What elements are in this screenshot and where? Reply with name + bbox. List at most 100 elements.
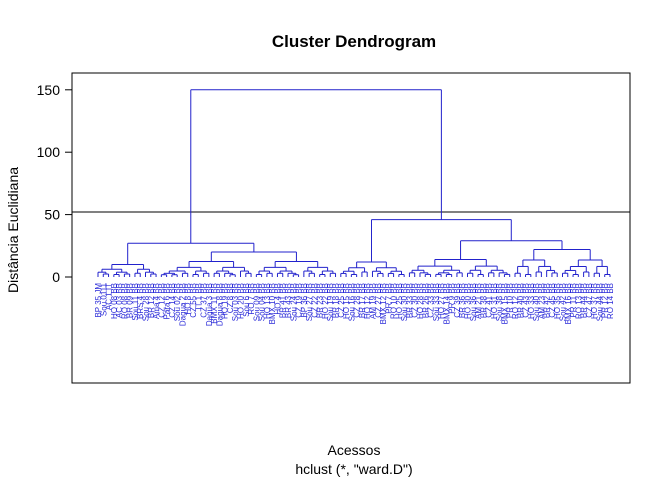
leaf-label: Sou 02 BB — [173, 283, 182, 321]
dendrogram-tree — [97, 89, 611, 277]
leaf-label: AC 1 IT — [105, 283, 114, 310]
leaf-label: Sou 24 BB — [289, 283, 298, 321]
leaf-label: Para 6 BB — [163, 283, 172, 319]
leaf-label: Sou 36 BB — [469, 283, 478, 321]
leaf-label: Dagua 3 BB — [205, 283, 214, 326]
leaf-label: BP 36 BB — [300, 283, 309, 318]
leaf-label: AM 23 BB — [537, 283, 546, 319]
leaf-label: BMX 12 BB — [379, 283, 388, 324]
leaf-label: Sou 03 BB — [231, 283, 240, 321]
leaf-label: PR 10 BB — [506, 283, 515, 318]
leaf-label: BR 42 BB — [543, 283, 552, 318]
leaf-label: HO 25 BB — [395, 283, 404, 319]
leaf-label: PR 7 BB — [384, 283, 393, 314]
leaf-label: Sou 44 BB — [595, 283, 604, 321]
leaf-label: Sou 11 BB — [131, 283, 140, 321]
leaf-label: PR 11 BB — [569, 283, 578, 318]
leaf-label: BR 09 BB — [126, 283, 135, 318]
leaf-label: HO 12 BB — [363, 283, 372, 319]
y-tick-label: 50 — [44, 207, 60, 223]
leaf-label: HO 35 BB — [553, 283, 562, 319]
leaf-label: PR 12 BB — [601, 283, 610, 318]
leaf-label: CZ 45 BB — [548, 283, 557, 318]
leaf-label: CZ 27 BB — [374, 283, 383, 318]
leaf-label: Sou 16 BB — [347, 283, 356, 321]
leaf-label: CZ 22 BB — [310, 283, 319, 318]
leaf-label: CZ 30 BB — [411, 283, 420, 318]
y-tick-label: 0 — [52, 269, 60, 285]
leaf-label: CZ 55 BB — [189, 283, 198, 318]
leaf-label: BR 12 BB — [147, 283, 156, 318]
leaf-label: CZ 47 BB — [585, 283, 594, 318]
leaf-label: HO 20 BB — [237, 283, 246, 319]
leaf-label: Sou 40 BB — [532, 283, 541, 321]
leaf-label: HO 30 BB — [463, 283, 472, 319]
leaf-label: Sou 0111 — [99, 282, 108, 316]
leaf-label: CZ 12 BB — [157, 283, 166, 318]
leaf-label: RO 10 BB — [390, 283, 399, 319]
leaf-label: PR 9 BB — [448, 283, 457, 314]
y-axis-label: Distância Euclidiana — [5, 167, 21, 293]
leaf-label: AC 03 BB — [115, 283, 124, 318]
leaf-label: RO 12 BB — [511, 283, 520, 319]
leaf-label: Sou 09 BB — [252, 283, 261, 321]
plot-frame — [71, 72, 631, 384]
leaf-label: BMX 15 BB — [500, 283, 509, 324]
leaf-label: Sou 33 BB — [432, 283, 441, 321]
leaf-label: Sou 28 BB — [142, 283, 151, 321]
leaf-label: BR 36 BB — [458, 283, 467, 318]
leaf-label: HO 13 BB — [263, 283, 272, 319]
leaf-label: Sou 27 BB — [305, 283, 314, 321]
leaf-label: CZ 8 BB — [226, 283, 235, 313]
leaf-label: CZ 33 BB — [427, 283, 436, 318]
leaf-label: HO 31 BB — [490, 283, 499, 319]
leaf-label: BMX 14 BB — [442, 283, 451, 324]
leaf-label: BR 26 BB — [421, 283, 430, 318]
leaf-label: HO 37 BB — [590, 283, 599, 319]
y-tick-label: 150 — [37, 82, 61, 98]
leaf-label: Sou 30 BB — [400, 283, 409, 321]
x-axis-sublabel: hclust (*, "ward.D") — [295, 461, 412, 477]
leaf-label: BRS 4 BB — [136, 283, 145, 319]
y-tick-label: 100 — [37, 144, 61, 160]
leaf-label: AM 21 BB — [474, 283, 483, 319]
leaf-label: RO 7 BB — [247, 283, 256, 315]
leaf-label: BP 35 JM — [94, 283, 103, 318]
leaf-label: Sou 19 BB — [326, 283, 335, 321]
leaf-label: RO 14 BB — [606, 283, 615, 319]
leaf-label: Sou 6 BB — [242, 283, 251, 317]
leaf-label: HO 8 BB — [184, 283, 193, 315]
leaf-label: BMX 10 BB — [268, 283, 277, 324]
leaf-label: HO 27 BB — [437, 283, 446, 319]
leaf-label: AM 19 BB — [368, 283, 377, 319]
leaf-label: HO 33 BB — [527, 283, 536, 319]
leaf-label: BR 38 BB — [479, 283, 488, 318]
leaf-label: HO 22 BB — [321, 283, 330, 319]
leaf-label: Sou 04 BB — [258, 283, 267, 321]
leaf-label: BR 33 BB — [405, 283, 414, 318]
leaf-label: CZ 25 BB — [337, 283, 346, 318]
leaf-label: BR 44 BB — [580, 283, 589, 318]
x-axis-label: Acessos — [328, 442, 381, 458]
leaf-label: BR 17 BB — [358, 283, 367, 318]
leaf-label: RO 08 BB — [120, 283, 129, 319]
leaf-label: CZ 43 BB — [522, 283, 531, 318]
leaf-label: BR 40 BB — [516, 283, 525, 318]
leaf-label: BR 43 BB — [284, 283, 293, 318]
leaf-label: BMX 16 BB — [564, 283, 573, 324]
leaf-label: CZ 39 BB — [453, 283, 462, 318]
leaf-label: BMX 11 BB — [210, 283, 219, 324]
leaf-label: BR 18 BB — [332, 283, 341, 318]
leaf-label: HO 19 BB — [221, 283, 230, 319]
leaf-label: Sou 38 BB — [495, 283, 504, 321]
leaf-label: RO 13 BB — [574, 283, 583, 319]
leaf-label: CZ 19 BB — [295, 283, 304, 318]
leaf-label: HO 4 BB — [273, 283, 282, 315]
leaf-label: IT 1 BB — [194, 283, 203, 310]
leaf-label: HO 15 BB — [342, 283, 351, 319]
leaf-label: HO 08 BB — [110, 283, 119, 319]
leaf-label: CZ 41 BB — [485, 283, 494, 318]
leaf-label: BR 41 BB — [279, 283, 288, 318]
